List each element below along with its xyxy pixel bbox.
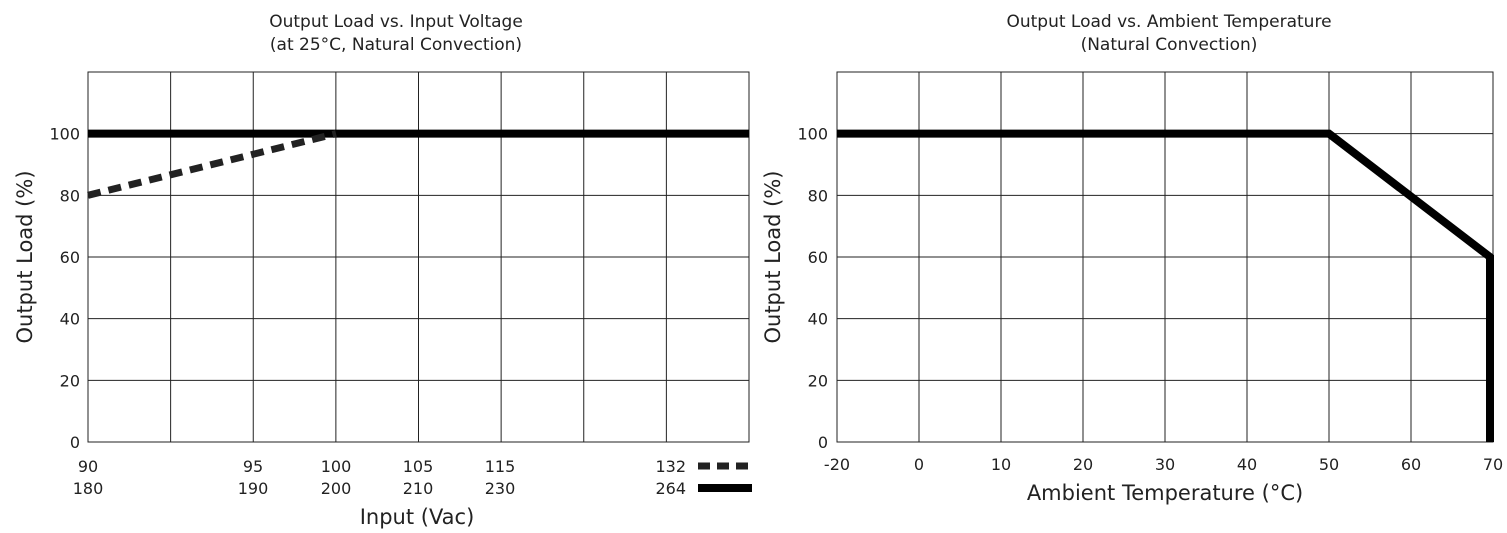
x-tick-label: 100: [321, 457, 352, 476]
x-tick-label: 105: [403, 457, 434, 476]
y-tick-label: 20: [60, 371, 80, 390]
temperature-chart-x-axis-label: Ambient Temperature (°C): [1027, 481, 1303, 505]
voltage-chart-gridlines: [87, 71, 750, 443]
x-tick-label: 200: [321, 479, 352, 498]
temperature-chart-y-axis-label: Output Load (%): [761, 170, 785, 343]
x-tick-label: 132: [655, 457, 686, 476]
voltage-chart: Output Load vs. Input Voltage (at 25°C, …: [13, 12, 752, 529]
y-tick-label: 0: [70, 433, 80, 452]
x-tick-label: 190: [238, 479, 269, 498]
x-tick-label: 115: [485, 457, 516, 476]
temperature-chart-subtitle: (Natural Convection): [1081, 35, 1258, 55]
y-tick-label: 80: [808, 186, 828, 205]
derating-curve: [837, 129, 1494, 442]
voltage-chart-series: [87, 129, 749, 199]
x-tick-label: 0: [914, 455, 924, 474]
x-tick-label: 50: [1319, 455, 1339, 474]
y-tick-label: 60: [60, 248, 80, 267]
y-tick-label: 40: [808, 310, 828, 329]
temperature-chart-title: Output Load vs. Ambient Temperature: [1006, 12, 1331, 32]
temperature-chart-gridlines: [836, 71, 1494, 443]
voltage-chart-x-ticks: 90 95 100 105 115 132 180 190 200 210 230 264: [73, 457, 686, 498]
y-tick-label: 20: [808, 371, 828, 390]
x-tick-label: 210: [403, 479, 434, 498]
voltage-chart-y-axis-label: Output Load (%): [13, 170, 37, 343]
y-tick-label: 0: [818, 433, 828, 452]
y-tick-label: 80: [60, 186, 80, 205]
x-tick-label: 230: [485, 479, 516, 498]
x-tick-label: 95: [243, 457, 263, 476]
x-tick-label: 90: [78, 457, 98, 476]
x-tick-label: 10: [991, 455, 1011, 474]
x-tick-label: 70: [1483, 455, 1503, 474]
temperature-chart-y-ticks: 0 20 40 60 80 100: [797, 125, 828, 452]
temperature-chart-series: [837, 129, 1494, 442]
voltage-chart-legend: 132 264: [698, 462, 752, 492]
x-tick-label: 40: [1237, 455, 1257, 474]
voltage-chart-x-axis-label: Input (Vac): [360, 505, 475, 529]
series-line-132: [87, 130, 337, 199]
x-tick-label: 60: [1401, 455, 1421, 474]
x-tick-label: -20: [824, 455, 850, 474]
temperature-chart: Output Load vs. Ambient Temperature (Nat…: [761, 12, 1503, 505]
y-tick-label: 60: [808, 248, 828, 267]
temperature-chart-x-ticks: -20 0 10 20 30 40 50 60 70: [824, 455, 1503, 474]
voltage-chart-subtitle: (at 25°C, Natural Convection): [270, 35, 522, 55]
x-tick-label: 30: [1155, 455, 1175, 474]
y-tick-label: 100: [797, 125, 828, 144]
y-tick-label: 40: [60, 310, 80, 329]
x-tick-label: 180: [73, 479, 104, 498]
voltage-chart-title: Output Load vs. Input Voltage: [269, 12, 523, 32]
x-tick-label: 20: [1073, 455, 1093, 474]
voltage-chart-y-ticks: 0 20 40 60 80 100: [49, 125, 80, 452]
x-tick-label: 264: [655, 479, 686, 498]
y-tick-label: 100: [49, 125, 80, 144]
